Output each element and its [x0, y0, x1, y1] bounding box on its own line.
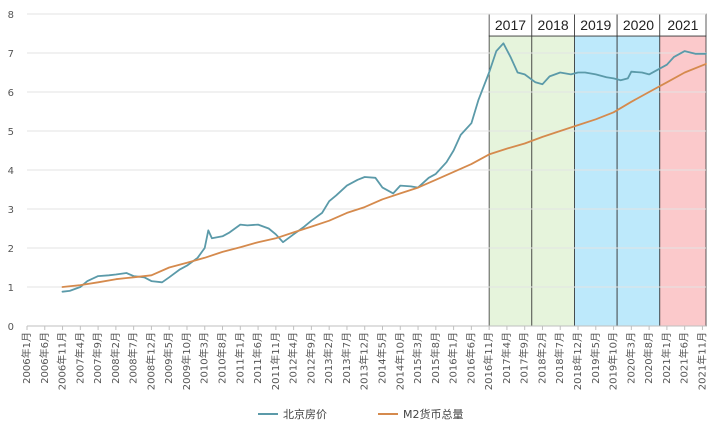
legend: 北京房价 M2货币总量 [258, 407, 464, 421]
x-tick-label: 2016年6月 [464, 332, 477, 384]
x-tick-label: 2014年10月 [393, 332, 406, 390]
y-tick-label: 2 [8, 244, 14, 255]
series-line-beijing-price [61, 42, 707, 293]
x-tick-label: 2006年11月 [56, 332, 69, 390]
x-tick-label: 2008年12月 [144, 332, 157, 390]
series-line-m2-money-supply [61, 63, 707, 288]
x-tick-label: 2018年7月 [553, 332, 566, 384]
x-tick-label: 2019年5月 [589, 332, 602, 384]
x-tick-label: 2008年2月 [109, 332, 122, 384]
x-tick-label: 2010年8月 [216, 332, 229, 384]
x-tick-label: 2015年3月 [411, 332, 424, 384]
x-tick-label: 2016年1月 [447, 332, 460, 384]
x-tick-label: 2010年3月 [198, 332, 211, 384]
period-label-2017: 2017 [495, 17, 526, 33]
period-band-2018 [531, 35, 575, 327]
y-tick-label: 7 [8, 49, 14, 60]
x-tick-label: 2018年2月 [535, 332, 548, 384]
x-tick-label: 2011年11月 [269, 332, 282, 390]
x-tick-label: 2006年1月 [20, 332, 33, 384]
y-tick-label: 1 [8, 283, 14, 294]
x-tick-label: 2016年11月 [482, 332, 495, 390]
period-bands [488, 13, 707, 327]
x-tick-label: 2020年8月 [642, 332, 655, 384]
y-tick-label: 0 [8, 322, 14, 333]
gridlines [27, 13, 706, 327]
legend-label: 北京房价 [283, 407, 327, 421]
period-label-2020: 2020 [623, 17, 654, 33]
period-label-2018: 2018 [538, 17, 569, 33]
period-band-2021 [659, 35, 707, 327]
x-tick-label: 2012年9月 [304, 332, 317, 384]
x-tick-label: 2021年6月 [678, 332, 691, 384]
y-axis-ticks: 0 1 2 3 4 5 6 7 8 [8, 10, 14, 333]
x-tick-label: 2007年9月 [91, 332, 104, 384]
x-tick-label: 2021年11月 [695, 332, 708, 390]
x-tick-label: 2017年9月 [518, 332, 531, 384]
period-label-2021: 2021 [667, 17, 698, 33]
x-tick-label: 2009年5月 [162, 332, 175, 384]
x-tick-label: 2011年1月 [233, 332, 246, 384]
period-band-2019 [574, 35, 618, 327]
x-tick-label: 2012年4月 [287, 332, 300, 384]
y-tick-label: 4 [8, 166, 14, 177]
x-tick-label: 2018年12月 [571, 332, 584, 390]
x-tick-label: 2009年10月 [180, 332, 193, 390]
period-label-2019: 2019 [580, 17, 611, 33]
x-tick-label: 2020年3月 [624, 332, 637, 384]
x-tick-label: 2006年6月 [38, 332, 51, 384]
series-lines [61, 42, 707, 293]
x-tick-label: 2013年12月 [358, 332, 371, 390]
period-labels: 2017 2018 2019 2020 2021 [495, 17, 699, 33]
x-tick-label: 2013年7月 [340, 332, 353, 384]
y-tick-label: 3 [8, 205, 14, 216]
x-tick-label: 2008年7月 [127, 332, 140, 384]
x-tick-label: 2013年2月 [322, 332, 335, 384]
x-tick-label: 2021年1月 [660, 332, 673, 384]
y-tick-label: 8 [8, 10, 14, 21]
y-tick-label: 5 [8, 127, 14, 138]
y-tick-label: 6 [8, 88, 14, 99]
x-tick-label: 2015年8月 [429, 332, 442, 384]
period-band-2017 [488, 35, 533, 327]
x-tick-label: 2017年4月 [500, 332, 513, 384]
x-tick-label: 2007年4月 [73, 332, 86, 384]
x-axis-ticks: 2006年1月 2006年6月 2006年11月 2007年4月 2007年9月 2008… [20, 326, 708, 390]
x-tick-label: 2019年10月 [607, 332, 620, 390]
x-tick-label: 2011年6月 [251, 332, 264, 384]
legend-label: M2货币总量 [403, 407, 464, 421]
x-tick-label: 2014年5月 [375, 332, 388, 384]
